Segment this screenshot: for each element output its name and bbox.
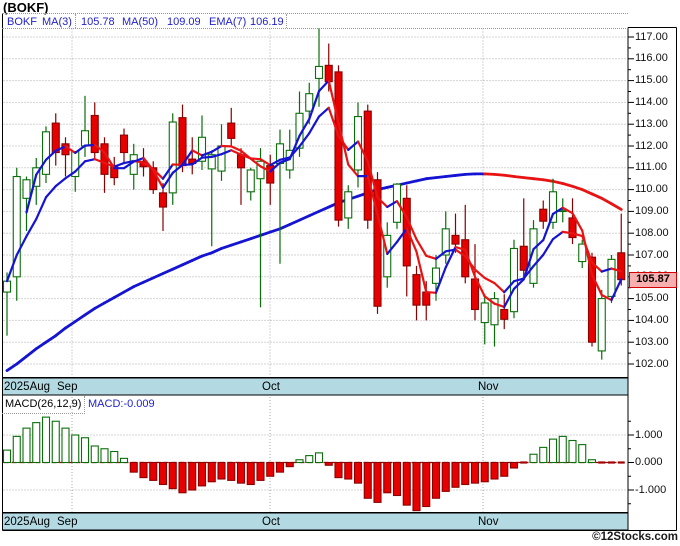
price-axis-label: 109.00 [635,204,669,217]
price-axis-label: 111.00 [635,161,668,174]
month-label: Sep [57,381,78,393]
legend-ma50-label: MA(50) [122,16,159,28]
month-label: Oct [262,381,280,393]
price-axis-label: 113.00 [635,117,668,130]
month-label: 2025Aug [4,516,51,528]
price-axis-label: 110.00 [635,183,668,196]
legend-ma50-value: 109.09 [167,16,201,28]
page-title: (BOKF) [3,0,49,15]
legend-separator [75,14,76,28]
legend-separator [286,14,287,28]
macd-indicator-value: MACD:-0.009 [88,398,155,410]
legend-ma3-value: 105.78 [81,16,115,28]
price-axis-label: 108.00 [635,226,669,239]
macd-axis-label: 0.000 [635,456,663,468]
price-axis-label: 102.00 [635,357,669,370]
copyright-watermark: ©12Stocks.com [592,531,678,543]
price-axis-label: 107.00 [635,248,669,261]
price-axis-label: 117.00 [635,30,668,43]
month-label: Nov [478,516,499,528]
macd-indicator-label: MACD(26,12,9) [5,398,82,410]
price-axis-label: 112.00 [635,139,668,152]
month-label: Nov [478,381,499,393]
price-axis-label: 116.00 [635,52,668,65]
legend-ema7-label: EMA(7) [209,16,247,28]
price-axis-label: 103.00 [635,335,669,348]
legend-symbol: BOKF [7,16,37,28]
price-axis-label: 114.00 [635,95,668,108]
indicator-legend: BOKF MA(3) 105.78 MA(50) 109.09 EMA(7) 1… [2,13,628,29]
legend-ma3-label: MA(3) [42,16,72,28]
macd-axis-label: 1.000 [635,428,663,441]
price-axis-label: 105.00 [635,292,669,305]
macd-legend-box [2,396,85,414]
month-label: 2025Aug [4,381,51,393]
macd-axis-label: -1.000 [635,483,667,496]
last-price-tag: 105.87 [629,272,677,288]
price-axis-label: 104.00 [635,313,669,326]
price-axis-label: 115.00 [635,74,668,87]
month-label: Sep [57,516,78,528]
legend-ema7-value: 106.19 [250,16,284,28]
month-label: Oct [262,516,280,528]
